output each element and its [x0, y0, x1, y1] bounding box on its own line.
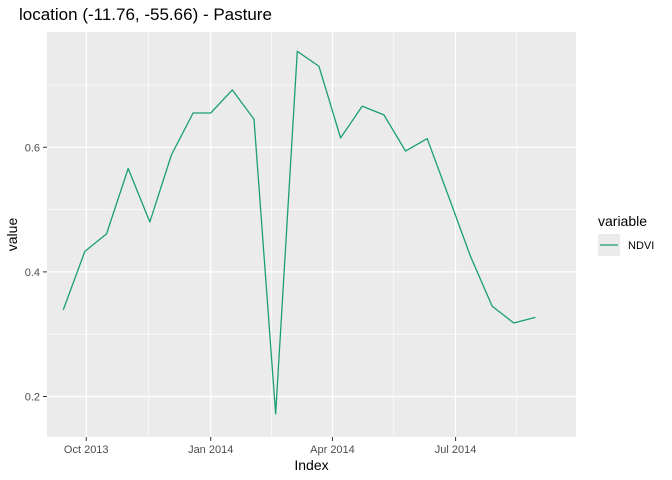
y-axis-title: value [4, 218, 20, 252]
legend-title: variable [598, 213, 647, 229]
x-tick-label: Apr 2014 [310, 444, 355, 456]
x-tick-label: Jul 2014 [435, 444, 477, 456]
x-tick-label: Oct 2013 [64, 444, 109, 456]
x-axis: Oct 2013 Jan 2014 Apr 2014 Jul 2014 [64, 437, 476, 456]
minor-gridlines [47, 32, 576, 437]
legend: variable NDVI [598, 213, 654, 256]
major-gridlines [47, 32, 576, 437]
x-axis-title: Index [294, 457, 328, 473]
x-tick-label: Jan 2014 [188, 444, 233, 456]
y-axis: 0.2 0.4 0.6 [25, 142, 47, 404]
plot-panel [47, 32, 576, 437]
series-layer [62, 50, 536, 415]
series-line-ndvi [62, 50, 536, 415]
chart-title: location (-11.76, -55.66) - Pasture [19, 5, 272, 24]
legend-label: NDVI [628, 240, 654, 252]
y-tick-label: 0.4 [25, 267, 40, 279]
y-tick-label: 0.2 [25, 392, 40, 404]
legend-entries: NDVI [598, 234, 654, 256]
legend-entry: NDVI [598, 234, 654, 256]
y-tick-label: 0.6 [25, 142, 40, 154]
